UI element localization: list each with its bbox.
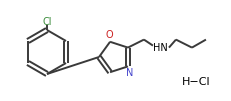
Text: HN: HN [152,43,167,53]
Text: Cl: Cl [42,17,52,27]
Text: H−Cl: H−Cl [181,77,210,87]
Text: N: N [126,68,133,78]
Text: O: O [105,30,112,40]
